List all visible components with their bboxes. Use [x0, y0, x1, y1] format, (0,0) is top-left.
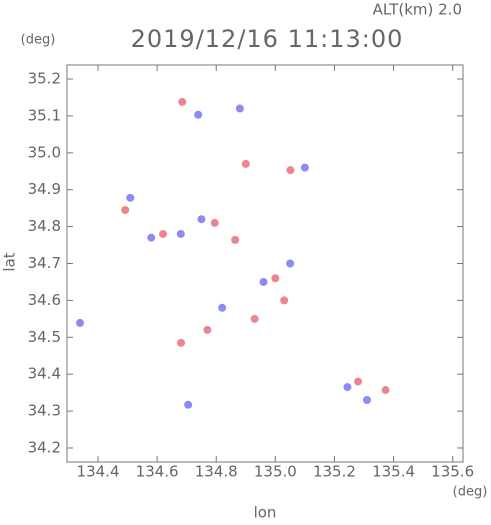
y-tick-label: 34.8 — [28, 217, 61, 235]
y-tick-label: 34.3 — [28, 402, 61, 420]
y-axis-label: lat — [1, 252, 19, 271]
echo-point — [197, 215, 206, 224]
echo-point — [177, 338, 186, 347]
echo-point — [241, 159, 250, 168]
x-unit: (deg) — [453, 485, 488, 500]
x-tick-label: 134.6 — [136, 463, 179, 481]
y-tick-label: 34.2 — [28, 438, 61, 456]
x-tick-label: 135.2 — [313, 463, 356, 481]
altitude: ALT(km) 2.0 — [373, 1, 462, 19]
echo-point — [300, 163, 309, 172]
echo-point — [235, 104, 244, 113]
echo-point — [147, 233, 156, 242]
x-tick-label: 135.6 — [431, 463, 474, 481]
x-tick-label: 134.8 — [195, 463, 238, 481]
echo-point — [354, 377, 363, 386]
echo-point — [184, 400, 193, 409]
echo-point — [231, 235, 240, 244]
x-tick-label: 134.4 — [77, 463, 120, 481]
echo-point — [76, 318, 85, 327]
y-tick-label: 35.0 — [28, 143, 61, 161]
echo-point — [381, 386, 390, 395]
echo-point — [343, 383, 352, 392]
y-tick-label: 35.2 — [28, 70, 61, 88]
echo-point — [271, 274, 280, 283]
x-tick-label: 135.0 — [254, 463, 297, 481]
echo-point — [259, 277, 268, 286]
x-tick-label: 135.4 — [372, 463, 415, 481]
echo-point — [159, 229, 168, 238]
y-tick-label: 35.1 — [28, 106, 61, 124]
echo-point — [286, 166, 295, 175]
y-unit: (deg) — [21, 33, 56, 48]
chart-title: 2019/12/16 11:13:00 — [131, 25, 404, 53]
echo-point — [362, 396, 371, 405]
echo-point — [210, 218, 219, 227]
echo-point — [218, 303, 227, 312]
y-tick-label: 34.6 — [28, 291, 61, 309]
echo-point — [250, 314, 259, 323]
echo-point — [121, 206, 130, 215]
echo-point — [176, 229, 185, 238]
echo-point — [126, 193, 135, 202]
echo-point — [280, 296, 289, 305]
y-tick-label: 34.9 — [28, 180, 61, 198]
y-tick-label: 34.5 — [28, 328, 61, 346]
echo-point — [178, 97, 187, 106]
echo-point — [286, 259, 295, 268]
x-axis-label: lon — [254, 504, 277, 522]
y-tick-label: 34.4 — [28, 365, 61, 383]
y-tick-label: 34.7 — [28, 254, 61, 272]
plot-frame — [66, 64, 464, 463]
echo-point — [194, 110, 203, 119]
echo-point — [203, 325, 212, 334]
